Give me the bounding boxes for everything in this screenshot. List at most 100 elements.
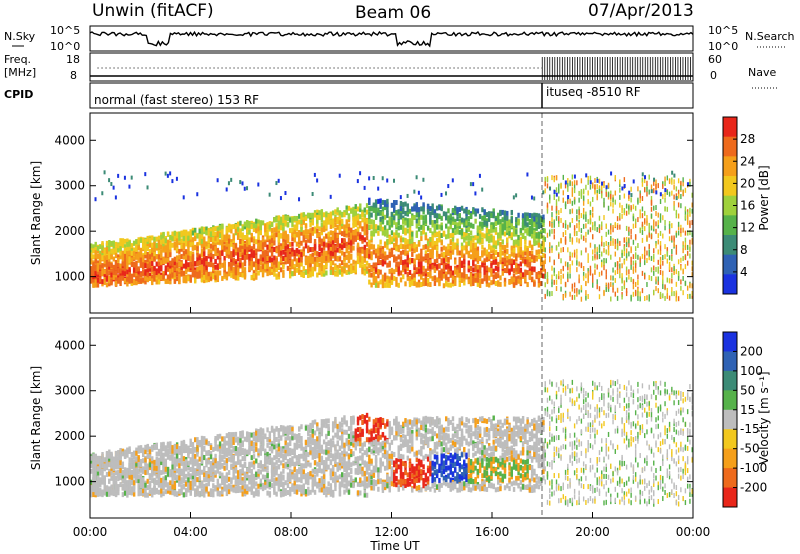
power-cell: [406, 203, 409, 209]
power-cell: [381, 261, 385, 267]
power-cell: [646, 180, 648, 186]
power-cell: [304, 243, 308, 249]
power-cell: [259, 230, 262, 236]
power-cell: [490, 271, 493, 277]
power-cell: [628, 230, 630, 236]
power-cell: [99, 244, 102, 250]
power-cell: [307, 272, 310, 278]
power-cell: [291, 232, 294, 238]
power-cell: [639, 190, 641, 196]
power-cell: [142, 271, 145, 277]
power-cell: [261, 248, 265, 254]
power-cell: [209, 256, 213, 262]
power-cell: [298, 269, 301, 275]
power-cell: [623, 208, 626, 214]
power-cell: [551, 265, 553, 271]
nave-label: Nave: [748, 66, 776, 79]
power-cell: [191, 269, 195, 275]
power-cell: [96, 248, 100, 254]
power-cell: [257, 244, 260, 250]
power-cell: [456, 216, 459, 222]
power-cell: [298, 219, 301, 225]
power-cell: [225, 228, 229, 234]
power-cell: [440, 240, 443, 246]
power-cell: [368, 244, 371, 250]
power-cell: [433, 223, 437, 229]
power-cell: [406, 250, 409, 256]
power-cell: [589, 180, 592, 185]
power-cell: [555, 279, 558, 285]
power-cell: [474, 245, 477, 251]
power-cell: [487, 236, 491, 242]
power-cell: [325, 223, 328, 229]
power-cell: [560, 208, 562, 214]
power-cell: [594, 189, 596, 195]
power-cell: [325, 242, 328, 248]
power-cell: [447, 215, 450, 221]
power-cell: [298, 254, 301, 260]
power-cell: [650, 267, 653, 273]
power-cell: [236, 267, 240, 273]
power-cell: [198, 233, 201, 239]
power-cell: [549, 257, 551, 263]
power-cell: [300, 249, 303, 255]
power-cell: [420, 195, 423, 200]
power-cell: [266, 222, 269, 228]
power-cell: [406, 239, 409, 245]
power-cell: [218, 239, 222, 245]
power-cell: [189, 277, 192, 283]
power-cell: [365, 218, 369, 224]
power-cell: [379, 239, 382, 245]
power-cell: [506, 210, 509, 216]
power-cell: [178, 254, 181, 260]
power-cell: [463, 237, 466, 243]
power-cell: [463, 280, 466, 286]
power-cell: [295, 226, 299, 232]
power-cell: [372, 262, 376, 268]
power-cell: [587, 179, 589, 185]
power-cell: [316, 257, 319, 263]
power-cell: [184, 277, 188, 283]
power-cell: [363, 244, 367, 250]
power-cell: [458, 213, 461, 219]
power-cell: [515, 280, 518, 286]
power-cell: [485, 265, 489, 271]
power-cell: [241, 243, 244, 249]
power-cell: [503, 221, 507, 227]
power-cell: [257, 264, 260, 270]
power-cell: [282, 233, 285, 239]
power-cell: [214, 246, 217, 252]
power-cell: [293, 264, 296, 270]
power-cell: [653, 270, 655, 276]
power-cell: [92, 248, 95, 254]
power-cell: [119, 238, 122, 244]
power-cell: [311, 258, 315, 264]
power-cell: [266, 263, 269, 269]
power-cell: [499, 211, 502, 217]
power-cell: [352, 223, 355, 229]
power-cell: [243, 240, 247, 246]
power-cell: [246, 254, 249, 260]
power-cell: [521, 233, 525, 239]
power-cell: [377, 210, 380, 216]
power-cell: [537, 274, 541, 280]
power-cell: [558, 253, 560, 259]
power-cell: [214, 249, 217, 255]
power-cell: [397, 244, 400, 250]
power-cell: [580, 263, 583, 269]
power-cell: [476, 269, 480, 275]
power-cell: [243, 221, 247, 227]
power-cell: [605, 287, 607, 293]
power-cell: [160, 266, 163, 272]
power-cell: [451, 219, 455, 225]
power-cell: [451, 216, 455, 222]
power-cell: [108, 277, 111, 283]
power-cell: [512, 230, 516, 236]
power-cell: [449, 233, 452, 239]
power-cell: [657, 279, 659, 285]
power-cell: [587, 199, 589, 205]
power-cell: [148, 254, 152, 260]
power-cell: [528, 240, 532, 246]
power-cell: [320, 271, 324, 277]
power-cell: [180, 254, 183, 260]
